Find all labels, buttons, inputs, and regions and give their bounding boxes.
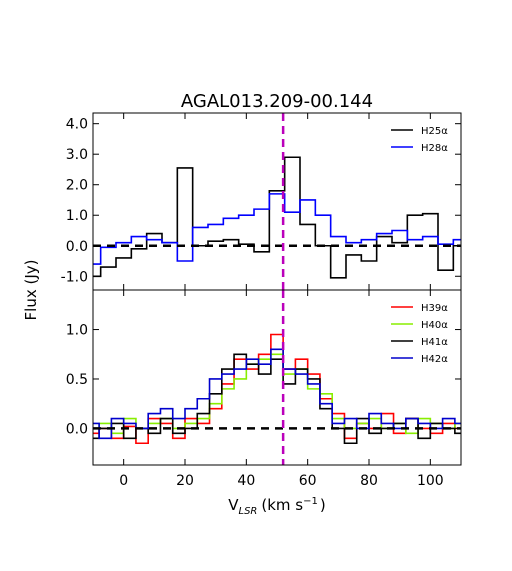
x-axis-label-exp: −1 [303, 496, 318, 507]
x-axis-label: VLSR (km s−1) [228, 496, 325, 517]
y-tick-label: 0.5 [66, 372, 88, 388]
panel-2-plot-area [93, 290, 461, 465]
panels: -1.0 0.0 1.0 2.0 3.0 4.0 H25α H28α 0.0 0.5 1.0 0 20 4… [61, 112, 462, 489]
x-tick-label: 80 [360, 473, 378, 489]
legend-label-H28α: H28α [421, 143, 448, 154]
x-axis-label-close: ) [320, 496, 326, 514]
y-tick-label: 2.0 [66, 178, 88, 194]
y-axis-label: Flux (Jy) [22, 260, 40, 321]
panel-2: 0.0 0.5 1.0 0 20 40 60 80 100 H39α H40α H41α H42α [66, 289, 462, 489]
y-tick-label: 0.0 [66, 239, 88, 255]
series-H41α-line [93, 353, 461, 445]
series-H40α-line [93, 353, 461, 435]
x-tick-label: 40 [237, 473, 255, 489]
y-tick-label: 1.0 [66, 323, 88, 339]
x-axis-label-v: V [228, 496, 239, 514]
y-tick-label: 4.0 [66, 117, 88, 133]
x-tick-label: 100 [417, 473, 444, 489]
x-tick-label: 60 [299, 473, 317, 489]
legend-label-H41α: H41α [421, 337, 448, 348]
legend: H39α H40α H41α H42α [391, 303, 448, 365]
legend-label-H40α: H40α [421, 320, 448, 331]
chart-title: AGAL013.209-00.144 [181, 91, 373, 112]
x-tick-label: 20 [176, 473, 194, 489]
x-axis-label-sub: LSR [239, 506, 258, 517]
series-H25α-line [93, 156, 461, 279]
y-tick-label: 3.0 [66, 147, 88, 163]
panel-1: -1.0 0.0 1.0 2.0 3.0 4.0 H25α H28α [61, 112, 462, 291]
panel-1-plot-area [93, 113, 461, 290]
series-H42α-line [93, 348, 461, 440]
legend-label-H42α: H42α [421, 354, 448, 365]
legend-label-H39α: H39α [421, 303, 448, 314]
legend-label-H25α: H25α [421, 126, 448, 137]
series-H39α-line [93, 333, 461, 445]
legend: H25α H28α [391, 126, 448, 154]
panel-frame [92, 289, 462, 466]
x-axis-label-units: (km s [261, 496, 303, 514]
y-tick-label: 0.0 [66, 421, 88, 437]
x-tick-label: 0 [119, 473, 128, 489]
series-H28α-line [93, 193, 461, 265]
y-tick-label: -1.0 [61, 269, 88, 285]
panel-frame [92, 112, 462, 291]
y-tick-label: 1.0 [66, 208, 88, 224]
